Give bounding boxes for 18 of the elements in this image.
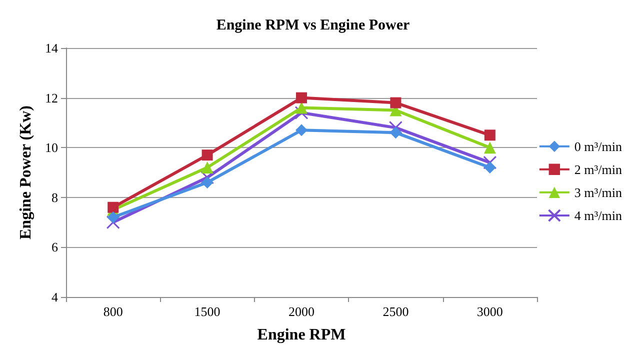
x-axis-title: Engine RPM xyxy=(257,326,346,344)
x-tick-label: 3000 xyxy=(476,304,503,319)
y-tick-label: 12 xyxy=(45,90,58,106)
x-tick-label: 800 xyxy=(103,304,123,319)
legend-label: 0 m³/min xyxy=(574,138,622,154)
x-tick-label: 2500 xyxy=(382,304,409,319)
legend-label: 4 m³/min xyxy=(574,208,622,223)
y-tick-label: 10 xyxy=(45,140,58,156)
y-axis-title: Engine Power (Kw) xyxy=(18,106,34,240)
legend-label: 2 m³/min xyxy=(574,162,622,177)
y-tick-label: 4 xyxy=(52,290,58,304)
y-tick-label: 14 xyxy=(45,40,58,56)
x-tick-label: 2000 xyxy=(288,304,314,319)
x-tick-label: 1500 xyxy=(194,304,220,319)
legend-label: 3 m³/min xyxy=(574,184,622,200)
y-tick-label: 6 xyxy=(52,240,58,255)
chart-title: Engine RPM vs Engine Power xyxy=(216,18,410,34)
y-tick-label: 8 xyxy=(52,190,58,205)
